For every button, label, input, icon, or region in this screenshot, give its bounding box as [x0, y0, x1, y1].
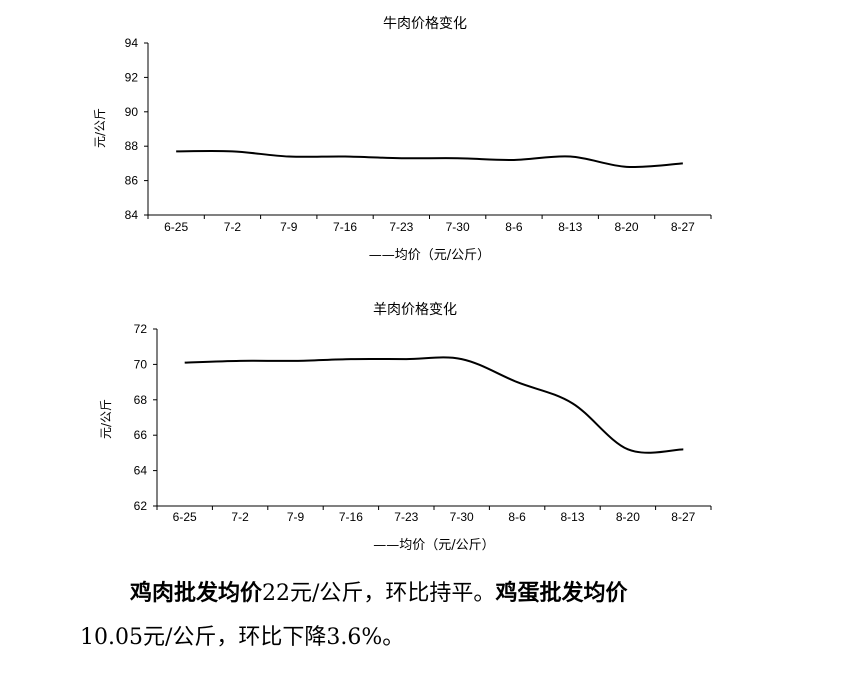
chart2-x-tick-label: 7-23: [394, 510, 418, 524]
chart1-title: 牛肉价格变化: [383, 16, 467, 32]
egg-price-text: 10.05元/公斤，环比下降3.6%。: [80, 625, 405, 650]
chart2-x-tick-label: 8-13: [560, 510, 584, 524]
chart2-x-tick-label: 7-30: [450, 510, 474, 524]
chart1-x-tick-label: 7-9: [280, 220, 298, 234]
chart1-y-axis-label: 元/公斤: [93, 108, 107, 148]
chart1-y-tick-label: 92: [125, 70, 139, 84]
chicken-price-text: 22元/公斤，环比持平。: [262, 581, 496, 606]
chart2-x-tick-label: 7-2: [231, 510, 249, 524]
chart2-x-tick-label: 7-9: [287, 510, 305, 524]
egg-price-heading: 鸡蛋批发均价: [495, 581, 628, 606]
chart1-x-tick-label: 8-20: [615, 220, 639, 234]
chart2-x-tick-label: 8-27: [671, 510, 695, 524]
chart2-x-tick-label: 7-16: [339, 510, 363, 524]
chart2-y-tick-label: 68: [134, 393, 148, 407]
chart1-x-tick-label: 8-27: [671, 220, 695, 234]
chart1-y-tick-label: 90: [125, 105, 139, 119]
chart2-y-tick-label: 64: [134, 464, 148, 478]
chart1-y-tick-label: 84: [125, 208, 139, 222]
paragraph-line-2: 10.05元/公斤，环比下降3.6%。: [0, 620, 863, 656]
chart1-x-tick-label: 7-16: [333, 220, 357, 234]
chart2-series-line: [184, 356, 684, 454]
chart2-title: 羊肉价格变化: [373, 302, 457, 318]
chart1-x-tick-label: 7-2: [224, 220, 242, 234]
chart2-x-tick-label: 8-20: [616, 510, 640, 524]
chicken-price-heading: 鸡肉批发均价: [130, 581, 263, 606]
chart2-x-tick-label: 8-6: [508, 510, 526, 524]
chart2-x-tick-label: 6-25: [173, 510, 197, 524]
paragraph-line-1: 鸡肉批发均价22元/公斤，环比持平。鸡蛋批发均价: [0, 576, 863, 612]
chart1-legend-entry: ——均价（元/公斤）: [369, 248, 490, 263]
chart2-y-tick-label: 70: [134, 357, 148, 371]
chart2-y-axis-label: 元/公斤: [99, 399, 113, 439]
chart1-y-tick-label: 88: [125, 139, 139, 153]
chart2-legend-entry: ——均价（元/公斤）: [373, 538, 494, 553]
chart1-y-tick-label: 86: [125, 174, 139, 188]
chart1-y-tick-label: 94: [125, 36, 139, 50]
chart2-y-tick-label: 66: [134, 428, 148, 442]
chart1-x-tick-label: 8-13: [558, 220, 582, 234]
chart1-x-tick-label: 7-30: [446, 220, 470, 234]
chart1-x-tick-label: 8-6: [505, 220, 523, 234]
chart1-series-line: [176, 149, 683, 169]
chart2-y-tick-label: 62: [134, 499, 148, 513]
chart1-x-tick-label: 6-25: [164, 220, 188, 234]
chart2-y-tick-label: 72: [134, 322, 148, 336]
chart1-x-tick-label: 7-23: [389, 220, 413, 234]
